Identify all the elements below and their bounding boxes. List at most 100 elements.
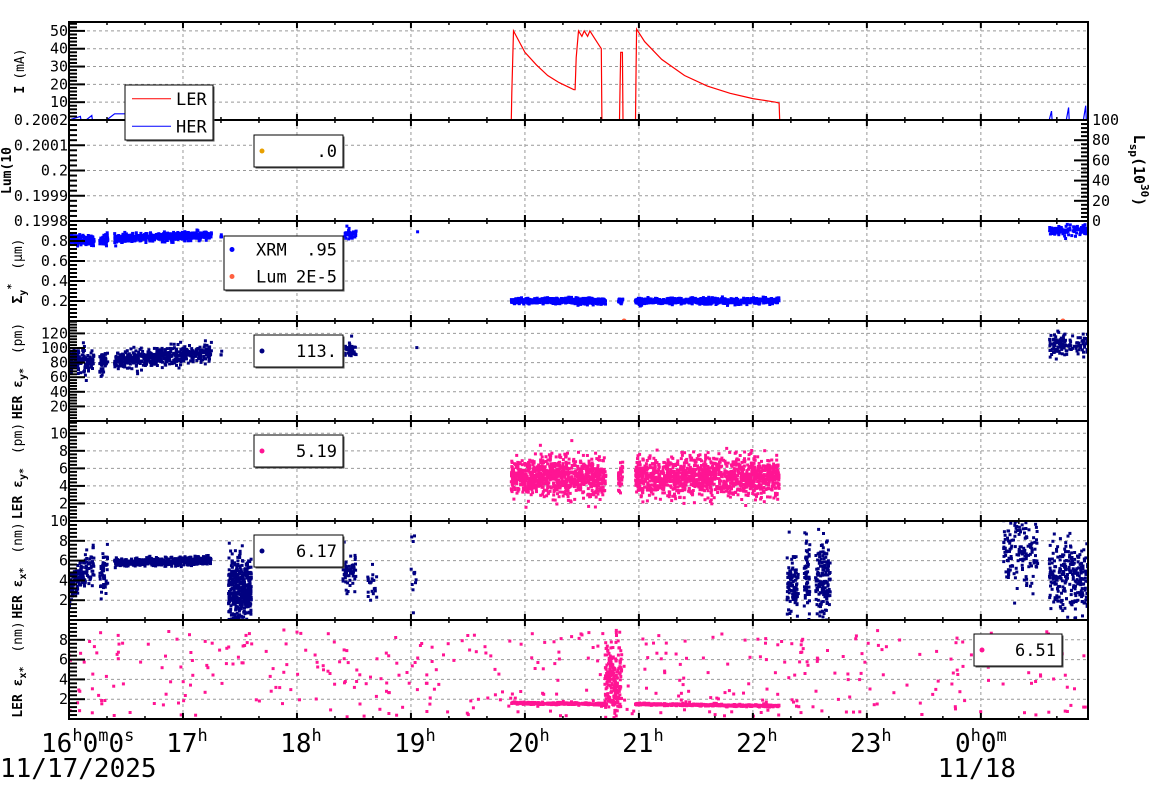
data-point <box>722 302 725 305</box>
data-point <box>591 302 594 305</box>
data-point <box>582 463 585 466</box>
data-point <box>1081 340 1084 343</box>
data-point <box>595 471 598 474</box>
data-point <box>127 362 130 365</box>
data-point <box>220 350 223 353</box>
data-point <box>80 237 83 240</box>
data-point <box>602 476 605 479</box>
data-point <box>592 476 595 479</box>
data-point <box>1074 347 1077 350</box>
data-point <box>657 299 660 302</box>
data-point <box>1067 233 1070 236</box>
data-point <box>114 359 117 362</box>
data-point <box>587 296 590 299</box>
data-point <box>549 459 552 462</box>
data-point <box>210 231 213 234</box>
data-point <box>528 482 531 485</box>
data-point <box>137 234 140 237</box>
data-point <box>579 488 582 491</box>
y-axis-label-main: Lum(10 <box>0 147 15 194</box>
data-point <box>570 471 573 474</box>
data-point <box>141 350 144 353</box>
data-point <box>542 298 545 301</box>
data-point <box>1060 337 1063 340</box>
data-point <box>528 303 531 306</box>
data-point <box>347 237 350 240</box>
data-point <box>565 465 568 468</box>
data-point <box>87 239 90 242</box>
data-point <box>150 364 153 367</box>
data-point <box>560 482 563 485</box>
data-point <box>1082 333 1085 336</box>
data-point <box>534 474 537 477</box>
data-point <box>144 359 147 362</box>
data-point <box>576 485 579 488</box>
data-point <box>106 238 109 241</box>
data-point <box>540 486 543 489</box>
data-point <box>517 488 520 491</box>
data-point <box>87 370 90 373</box>
data-point <box>208 237 211 240</box>
y-tick-label: 0.1999 <box>14 187 68 205</box>
data-point <box>1050 334 1053 337</box>
data-point <box>92 241 95 244</box>
data-point <box>1075 232 1078 235</box>
data-point <box>535 301 538 304</box>
right-y-tick-label: 0 <box>1092 212 1101 230</box>
right-axis-label-sub: sp <box>1127 144 1140 158</box>
data-point <box>620 469 623 472</box>
data-point <box>577 480 580 483</box>
data-point <box>122 238 125 241</box>
data-point <box>555 472 558 475</box>
data-point <box>133 238 136 241</box>
data-point <box>79 371 82 374</box>
data-point <box>617 482 620 485</box>
data-point <box>355 230 358 233</box>
y-axis-label: Σy* (μm) <box>6 238 29 303</box>
data-point <box>415 346 418 349</box>
data-point <box>600 468 603 471</box>
data-point <box>80 243 83 246</box>
data-point <box>144 241 147 244</box>
data-point <box>201 232 204 235</box>
data-point <box>753 302 756 305</box>
data-point <box>92 354 95 357</box>
data-point <box>175 364 178 367</box>
data-point <box>561 479 564 482</box>
data-point <box>535 490 538 493</box>
data-point <box>345 225 348 228</box>
data-point <box>197 234 200 237</box>
data-point <box>597 493 600 496</box>
data-point <box>91 238 94 241</box>
data-point <box>352 346 355 349</box>
right-y-tick-label: 100 <box>1092 111 1119 129</box>
data-point <box>161 366 164 369</box>
data-point <box>560 301 563 304</box>
data-point <box>1069 344 1072 347</box>
data-point <box>548 485 551 488</box>
data-point <box>559 473 562 476</box>
data-point <box>597 298 600 301</box>
data-point <box>173 238 176 241</box>
data-point <box>541 302 544 305</box>
data-point <box>524 469 527 472</box>
data-point <box>620 482 623 485</box>
data-point <box>701 493 704 496</box>
data-point <box>98 355 101 358</box>
data-point <box>569 296 572 299</box>
data-point <box>582 454 585 457</box>
data-point <box>85 379 88 382</box>
y-tick-label: 0.4 <box>41 272 68 290</box>
data-point <box>587 471 590 474</box>
data-point <box>185 357 188 360</box>
data-point <box>174 232 177 235</box>
y-tick-label: 0.1998 <box>14 212 68 230</box>
data-point <box>644 299 647 302</box>
data-point <box>725 447 728 450</box>
data-point <box>78 233 81 236</box>
data-point <box>134 349 137 352</box>
data-point <box>602 299 605 302</box>
data-point <box>203 355 206 358</box>
data-point <box>140 234 143 237</box>
data-point <box>541 456 544 459</box>
